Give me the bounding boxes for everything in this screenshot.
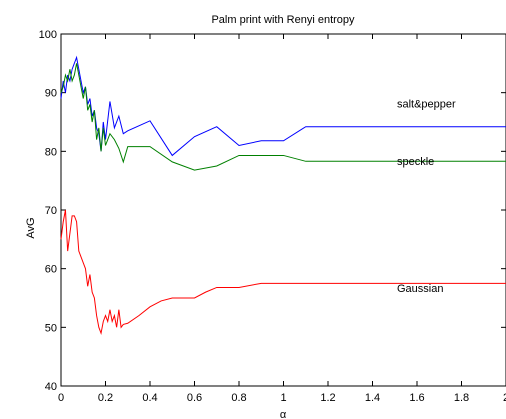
series-line-salt-pepper	[60, 55, 506, 157]
y-tick-label: 40	[45, 381, 57, 393]
y-tick-label: 100	[39, 29, 57, 41]
series-line-speckle	[60, 63, 506, 171]
series-label-speckle: speckle	[397, 156, 434, 168]
x-tick-label: 0	[58, 392, 64, 404]
y-axis-label: AvG	[25, 217, 37, 238]
x-tick-label: 2	[503, 392, 506, 404]
axis-ticks: 0 0.2 0.4 0.6 0.8 1 1.2 1.4 1.6 1.8 2 40 50 60 70 80 90 1…	[39, 29, 506, 404]
x-tick-label: 0.4	[142, 392, 157, 404]
x-tick-label: 0.2	[98, 392, 113, 404]
y-tick-label: 50	[45, 322, 57, 334]
x-tick-label: 1	[280, 392, 286, 404]
y-tick-label: 60	[45, 264, 57, 276]
x-tick-label: 1.8	[454, 392, 469, 404]
x-tick-label: 1.2	[320, 392, 335, 404]
x-axis-label: α	[280, 409, 287, 419]
y-tick-label: 70	[45, 205, 57, 217]
series-group	[60, 55, 506, 336]
series-label-salt-pepper: salt&pepper	[397, 98, 456, 110]
series-label-gaussian: Gaussian	[397, 283, 443, 295]
x-tick-label: 1.4	[365, 392, 380, 404]
x-tick-label: 0.6	[187, 392, 202, 404]
series-line-gaussian	[60, 209, 506, 336]
x-tick-label: 1.6	[409, 392, 424, 404]
y-tick-label: 90	[45, 88, 57, 100]
x-tick-label: 0.8	[231, 392, 246, 404]
plot-area	[60, 33, 506, 387]
chart-title: Palm print with Renyi entropy	[211, 14, 355, 26]
series-labels: salt&pepper speckle Gaussian	[397, 98, 456, 295]
y-tick-label: 80	[45, 146, 57, 158]
